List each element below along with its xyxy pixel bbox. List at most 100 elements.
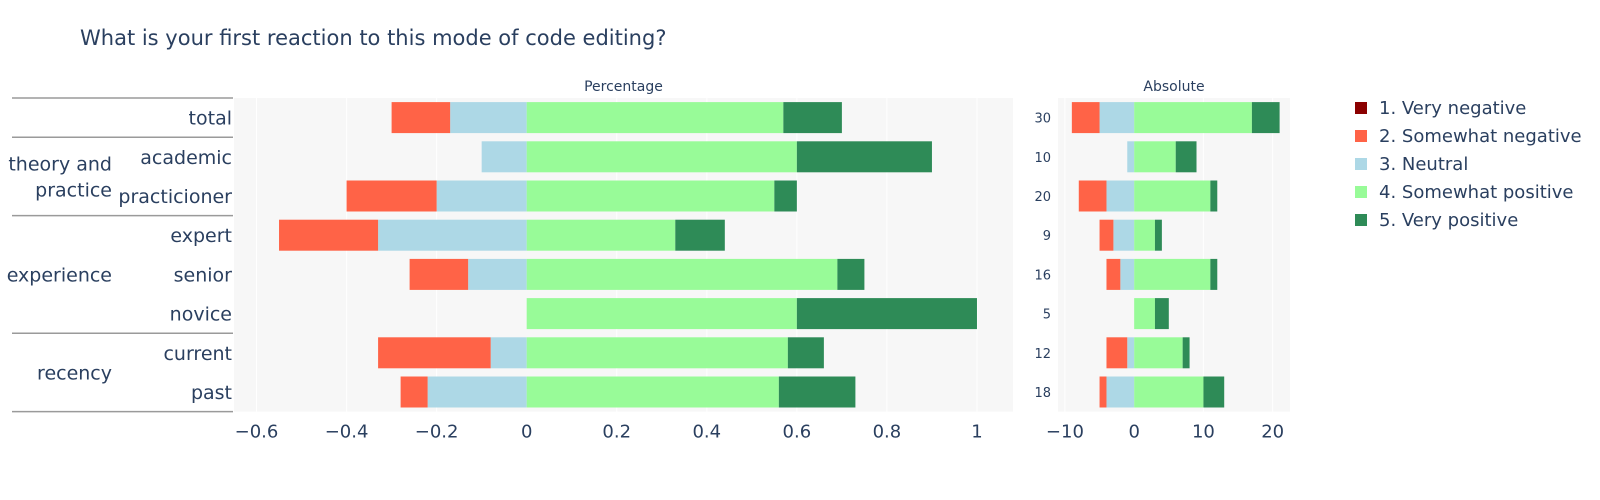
absolute-bar-3-neutral (1106, 180, 1135, 212)
percentage-bar-2-somewhat-negative (409, 258, 469, 290)
absolute-subplot-title: Absolute (1143, 79, 1204, 95)
absolute-bar-3-neutral (1113, 219, 1135, 251)
category-label-total: total (189, 108, 232, 130)
absolute-bar-2-somewhat-negative (1106, 337, 1128, 369)
percentage-x-tick-label: −0.6 (235, 422, 279, 443)
legend-item-neutral[interactable]: 3. Neutral (1355, 150, 1582, 178)
absolute-bar-2-somewhat-negative (1106, 258, 1121, 290)
group-label-theory-and-practice-line-1: theory and (8, 153, 112, 175)
legend-item-very-negative[interactable]: 1. Very negative (1355, 94, 1582, 122)
absolute-bar-4-somewhat-positive (1134, 298, 1155, 330)
percentage-x-tick-label: 0 (521, 422, 532, 443)
absolute-bar-3-neutral (1106, 376, 1135, 408)
percentage-x-tick-label: 1 (971, 422, 982, 443)
absolute-bar-5-very-positive (1154, 298, 1169, 330)
absolute-row-total: 12 (1034, 347, 1051, 362)
absolute-bar-2-somewhat-negative (1078, 180, 1107, 212)
legend-swatch-very-positive (1355, 214, 1367, 226)
percentage-bar-5-very-positive (837, 258, 865, 290)
chart-title: What is your first reaction to this mode… (80, 26, 667, 50)
percentage-bar-4-somewhat-positive (526, 298, 797, 330)
percentage-bar-3-neutral (436, 180, 527, 212)
absolute-bar-5-very-positive (1182, 337, 1190, 369)
group-label-experience: experience (7, 264, 112, 286)
group-label-theory-and-practice-line-2: practice (35, 179, 112, 201)
absolute-bar-4-somewhat-positive (1134, 102, 1252, 134)
absolute-bar-5-very-positive (1175, 141, 1197, 173)
percentage-bar-4-somewhat-positive (526, 102, 784, 134)
category-label-practicioner: practicioner (118, 186, 232, 208)
percentage-bar-5-very-positive (787, 337, 824, 369)
absolute-bar-3-neutral (1127, 337, 1135, 369)
absolute-bar-4-somewhat-positive (1134, 219, 1155, 251)
absolute-row-total: 18 (1034, 386, 1051, 401)
percentage-bar-2-somewhat-negative (391, 102, 451, 134)
group-label-recency: recency (37, 362, 112, 384)
absolute-x-tick-label: −10 (1046, 422, 1084, 443)
legend-label-very-negative: 1. Very negative (1379, 97, 1527, 119)
absolute-bar-4-somewhat-positive (1134, 180, 1211, 212)
legend-swatch-neutral (1355, 158, 1367, 170)
percentage-bar-3-neutral (427, 376, 527, 408)
legend-item-very-positive[interactable]: 5. Very positive (1355, 206, 1582, 234)
percentage-bar-2-somewhat-negative (378, 337, 491, 369)
absolute-bar-3-neutral (1127, 141, 1135, 173)
percentage-bar-4-somewhat-positive (526, 258, 838, 290)
absolute-x-tick-label: 10 (1192, 422, 1215, 443)
percentage-bar-5-very-positive (774, 180, 797, 212)
percentage-x-tick-label: 0.8 (873, 422, 902, 443)
absolute-bar-2-somewhat-negative (1071, 102, 1100, 134)
percentage-bar-5-very-positive (796, 141, 932, 173)
absolute-bar-5-very-positive (1210, 258, 1218, 290)
percentage-bar-2-somewhat-negative (279, 219, 379, 251)
absolute-bar-4-somewhat-positive (1134, 376, 1204, 408)
absolute-bar-4-somewhat-positive (1134, 141, 1176, 173)
percentage-bar-4-somewhat-positive (526, 376, 779, 408)
absolute-x-tick-label: 0 (1128, 422, 1139, 443)
percentage-x-tick-label: −0.2 (415, 422, 459, 443)
percentage-bar-3-neutral (490, 337, 527, 369)
legend-label-somewhat-positive: 4. Somewhat positive (1379, 181, 1574, 203)
absolute-bar-5-very-positive (1203, 376, 1225, 408)
absolute-bar-2-somewhat-negative (1099, 376, 1107, 408)
percentage-x-tick-label: 0.4 (692, 422, 721, 443)
percentage-bar-2-somewhat-negative (346, 180, 437, 212)
legend-item-somewhat-positive[interactable]: 4. Somewhat positive (1355, 178, 1582, 206)
percentage-x-tick-label: 0.6 (783, 422, 812, 443)
category-label-past: past (191, 382, 232, 404)
absolute-bar-5-very-positive (1251, 102, 1280, 134)
absolute-bar-3-neutral (1099, 102, 1135, 134)
percentage-bar-5-very-positive (675, 219, 725, 251)
legend-label-somewhat-negative: 2. Somewhat negative (1379, 125, 1582, 147)
percentage-x-tick-label: −0.4 (325, 422, 369, 443)
absolute-bar-2-somewhat-negative (1099, 219, 1114, 251)
absolute-x-tick-label: 20 (1261, 422, 1284, 443)
legend-swatch-somewhat-negative (1355, 130, 1367, 142)
percentage-bar-4-somewhat-positive (526, 141, 797, 173)
absolute-row-total: 5 (1043, 308, 1051, 323)
percentage-bar-3-neutral (481, 141, 527, 173)
legend-item-somewhat-negative[interactable]: 2. Somewhat negative (1355, 122, 1582, 150)
absolute-bar-4-somewhat-positive (1134, 337, 1183, 369)
percentage-bar-5-very-positive (796, 298, 977, 330)
category-label-academic: academic (140, 147, 232, 169)
category-label-novice: novice (170, 304, 232, 326)
percentage-bar-2-somewhat-negative (400, 376, 428, 408)
absolute-row-total: 30 (1034, 112, 1051, 127)
absolute-row-total: 16 (1034, 268, 1051, 283)
absolute-row-total: 9 (1043, 229, 1051, 244)
percentage-bar-5-very-positive (783, 102, 842, 134)
legend-swatch-somewhat-positive (1355, 186, 1367, 198)
percentage-bar-3-neutral (378, 219, 527, 251)
percentage-x-tick-label: 0.2 (602, 422, 631, 443)
percentage-bar-4-somewhat-positive (526, 180, 775, 212)
legend-swatch-very-negative (1355, 102, 1367, 114)
legend-label-very-positive: 5. Very positive (1379, 209, 1519, 231)
absolute-row-total: 10 (1034, 151, 1051, 166)
percentage-bar-3-neutral (468, 258, 527, 290)
percentage-bar-5-very-positive (778, 376, 856, 408)
absolute-bar-5-very-positive (1154, 219, 1162, 251)
absolute-row-total: 20 (1034, 190, 1051, 205)
category-label-senior: senior (174, 264, 233, 286)
